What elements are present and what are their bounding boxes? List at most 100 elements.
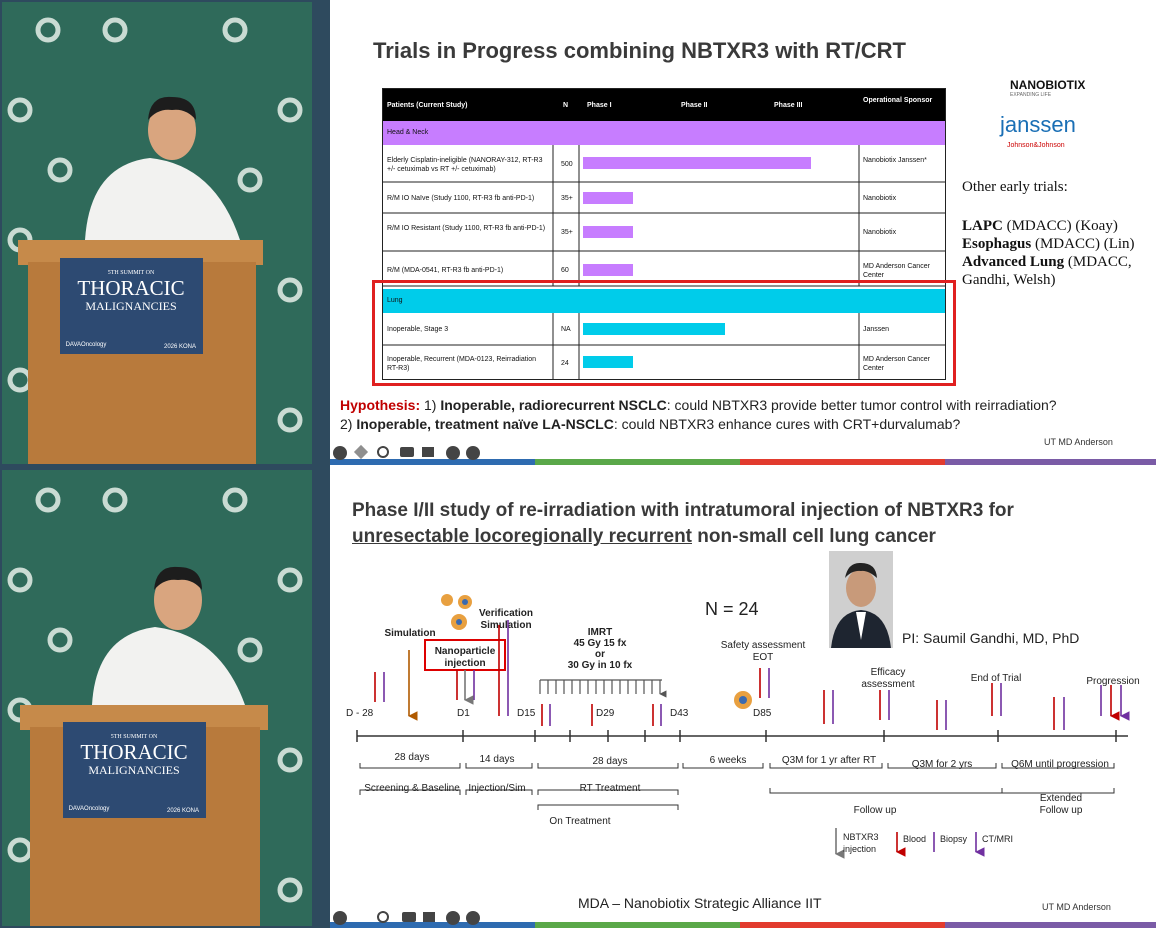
pi-photo [829,551,893,648]
column-header: Operational Sponsor [863,97,933,104]
event-label: Simulation [384,628,435,639]
sign-title: THORACIC [80,740,187,764]
day-label: D - 28 [346,708,374,719]
trial-name: LAPC [962,218,1003,234]
column-header: Patients (Current Study) [387,102,468,109]
sign-sponsor: DAVAOncology [69,806,110,812]
n-cell: 35+ [561,229,573,236]
sign-edition: 5TH SUMMIT ON [108,270,155,276]
slide-title: Phase I/II study of re-irradiation with … [352,498,1014,550]
n-cell: 24 [561,360,569,367]
study-cell: Elderly Cisplatin-ineligible (NANORAY-31… [387,157,543,173]
sign-sponsor: DAVAOncology [66,342,107,348]
logo-nanobiotix: NANOBIOTIX [1010,78,1086,92]
event-label: 30 Gy in 10 fx [568,660,633,671]
column-header: Phase I [587,102,612,109]
phase-label: Injection/Sim [468,783,525,794]
column-header: Phase II [681,102,708,109]
study-cell: R/M (MDA-0541, RT-R3 fb anti-PD-1) [387,267,504,274]
nanoparticle-icon [441,594,752,709]
sign-edition: 5TH SUMMIT ON [111,734,158,740]
slide-1: Trials in Progress combining NBTXR3 with… [330,0,1156,465]
phase-label: On Treatment [549,816,610,827]
section-label: Lung [387,297,403,304]
interval-label: 6 weeks [710,755,747,766]
toolbar-button[interactable] [333,911,480,925]
sign-location: 2026 KONA [167,808,199,814]
trial-detail: (MDACC, Gandhi, Welsh) [962,254,1132,288]
other-trials-heading: Other early trials: [962,179,1068,195]
hypothesis-subject: Inoperable, radiorecurrent NSCLC [440,397,667,413]
podium [18,240,268,926]
phase-label: Extended [1040,793,1082,804]
event-label: IMRT [588,627,612,638]
event-label: Nanoparticle [435,646,496,657]
sign-title: THORACIC [77,276,184,300]
interval-label: Q6M until progression [1011,759,1109,770]
slide-footer: MDA – Nanobiotix Strategic Alliance IIT [578,895,822,911]
interval-brackets [359,763,1115,810]
event-label: Verification [479,608,533,619]
event-label: End of Trial [971,673,1022,684]
slide-title: Trials in Progress combining NBTXR3 with… [373,38,906,63]
table-grid [383,145,945,379]
title-line: Phase I/II study of re-irradiation with … [352,500,1014,521]
sponsor-cell: Janssen [863,326,890,333]
day-label: D29 [596,708,615,719]
toolbar-button[interactable] [333,446,480,460]
table-header [383,89,945,121]
study-cell: R/M IO Resistant (Study 1100, RT-R3 fb a… [387,225,546,232]
event-label: or [595,649,605,660]
timeline-axis [356,730,1128,742]
speaker-videos: 5TH SUMMIT ON THORACIC MALIGNANCIES DAVA… [0,0,330,928]
highlight-box [372,280,956,386]
interval-label: 14 days [479,754,514,765]
n-cell: 500 [561,161,573,168]
timeline-arrows [374,620,1121,730]
trial-name: Advanced Lung [962,254,1065,270]
legend-arrows [835,828,976,854]
dose-arrows [539,679,662,694]
day-label: D15 [517,708,536,719]
n-label: N = 24 [705,599,759,619]
hypothesis: Hypothesis: 1) Inoperable, radiorecurren… [340,396,1150,434]
phase-label: Follow up [854,805,897,816]
phase-label: Screening & Baseline [364,783,460,794]
sponsor-cell: MD Anderson Cancer Center [863,263,930,279]
sign-title: MALIGNANCIES [88,763,179,777]
title-rest: non-small cell lung cancer [692,526,936,547]
day-label: D1 [457,708,470,719]
sponsor-cell: Nanobiotix Janssen* [863,157,927,164]
slide-footer: UT MD Anderson [1044,437,1113,447]
day-label: D43 [670,708,689,719]
sign-location: 2026 KONA [164,344,196,350]
trial-name: Esophagus [962,236,1032,252]
section-row [383,289,945,313]
logo-tagline: EXPANDING LIFE [1010,92,1052,98]
interval-label: Q3M for 2 yrs [912,759,973,770]
speaker [85,96,245,705]
event-label: Simulation [480,620,531,631]
sign-title: MALIGNANCIES [85,299,176,313]
other-trials-list: LAPC (MDACC) (Koay) Esophagus (MDACC) (L… [962,217,1152,289]
interval-label: 28 days [394,752,429,763]
n-cell: 35+ [561,195,573,202]
phase-bar [583,157,811,368]
n-cell: NA [561,326,571,333]
event-label: assessment [861,679,915,690]
trials-table: Patients (Current Study) N Phase I Phase… [382,88,946,380]
interval-label: Q3M for 1 yr after RT [782,755,876,766]
trial-detail: (MDACC) (Lin) [1031,236,1135,252]
slide-2: Phase I/II study of re-irradiation with … [330,470,1156,928]
sponsor-cell: Nanobiotix [863,229,897,236]
interval-label: 28 days [592,756,627,767]
legend-label: NBTXR3 [843,832,879,842]
legend-label: CT/MRI [982,834,1013,844]
phase-label: Follow up [1040,805,1083,816]
column-header: Phase III [774,102,803,109]
sponsor-cell: MD Anderson Cancer Center [863,356,930,372]
legend-label: injection [843,844,876,854]
event-label: Efficacy [871,667,906,678]
study-timeline: N = 24 PI: Saumil Gandhi, MD, PhD Simula… [330,551,1156,928]
